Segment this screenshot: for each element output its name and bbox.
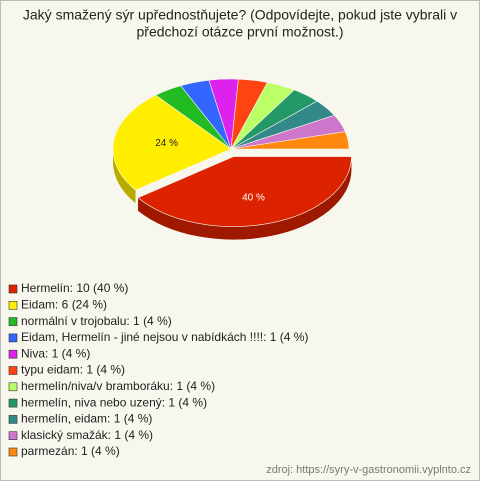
slice bbox=[137, 156, 352, 227]
legend-swatch bbox=[8, 366, 18, 375]
chart-title: předchozí otázce první možnost.) bbox=[137, 24, 344, 40]
legend-label: klasický smažák: 1 (4 %) bbox=[21, 428, 153, 442]
slice-side bbox=[113, 149, 136, 204]
legend-swatch bbox=[8, 382, 18, 392]
chart-title: Jaký smažený sýr upřednostňujete? (Odpov… bbox=[23, 7, 457, 23]
legend-swatch bbox=[8, 284, 18, 294]
legend-swatch bbox=[8, 333, 18, 343]
legend-label: hermelín/niva/v bramboráku: 1 (4 %) bbox=[21, 379, 215, 393]
legend-label: Eidam: 6 (24 %) bbox=[21, 297, 107, 311]
legend-swatch bbox=[8, 431, 18, 441]
legend-label: typu eidam: 1 (4 %) bbox=[21, 363, 125, 377]
legend-label: normální v trojobalu: 1 (4 %) bbox=[21, 314, 172, 328]
source: zdroj: https://syry-v-gastronomii.vyplnt… bbox=[266, 464, 471, 476]
legend-label: parmezán: 1 (4 %) bbox=[21, 444, 120, 458]
legend-swatch bbox=[8, 447, 18, 457]
slice-label: 40 % bbox=[242, 193, 265, 204]
legend-label: Hermelín: 10 (40 %) bbox=[21, 281, 128, 295]
legend-label: Niva: 1 (4 %) bbox=[21, 346, 90, 360]
slice-side bbox=[138, 156, 352, 240]
slice-label: 24 % bbox=[155, 138, 178, 149]
legend-label: hermelín, niva nebo uzený: 1 (4 %) bbox=[21, 395, 207, 409]
legend-swatch bbox=[8, 317, 18, 326]
legend-swatch bbox=[8, 349, 18, 359]
legend-label: hermelín, eidam: 1 (4 %) bbox=[21, 412, 152, 426]
slice bbox=[230, 131, 350, 150]
legend-swatch bbox=[8, 398, 18, 408]
slice bbox=[112, 94, 232, 191]
legend-swatch bbox=[8, 415, 18, 424]
legend-label: Eidam, Hermelín - jiné nejsou v nabídkác… bbox=[21, 330, 308, 344]
legend-swatch bbox=[8, 300, 18, 310]
